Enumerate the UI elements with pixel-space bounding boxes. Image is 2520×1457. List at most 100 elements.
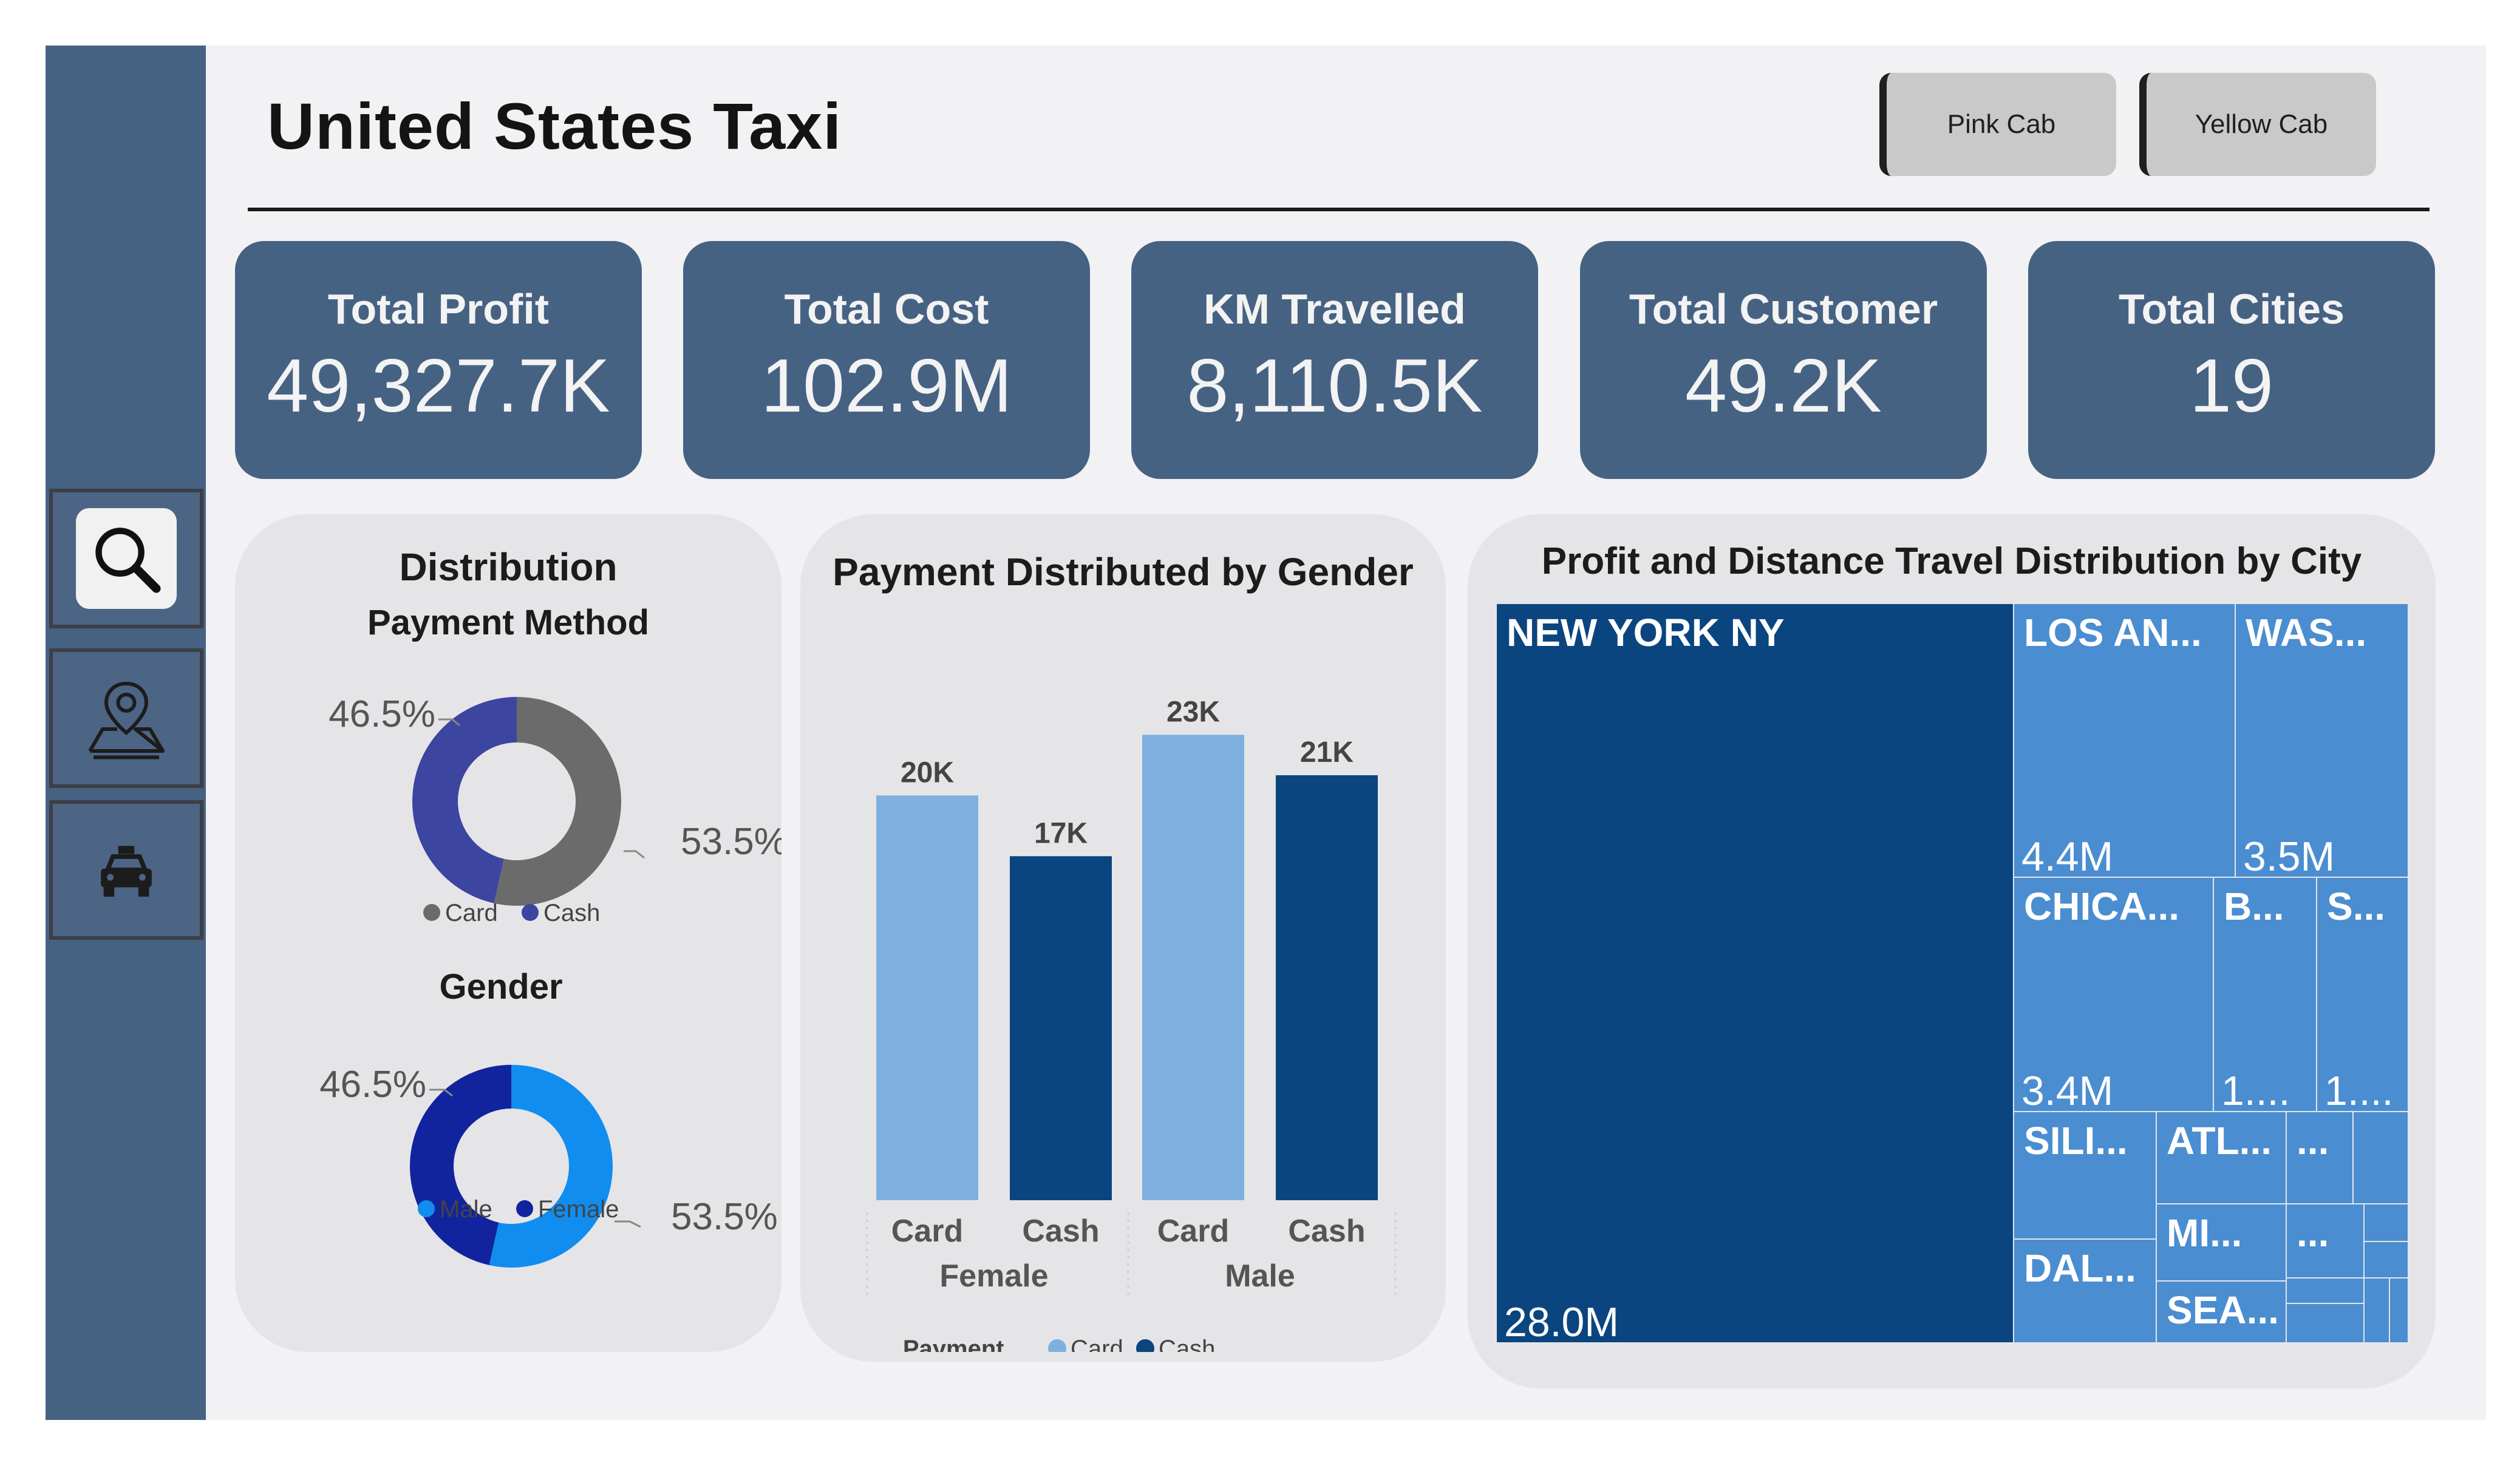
kpi-km-travelled: KM Travelled 8,110.5K: [1131, 241, 1538, 479]
kpi-value: 49.2K: [1684, 344, 1882, 428]
kpi-label: KM Travelled: [1204, 285, 1466, 333]
map-pin-icon: [88, 681, 165, 759]
leader-line: [615, 1220, 641, 1228]
x-group-label-male: Male: [1225, 1258, 1295, 1294]
sidebar-item-taxi[interactable]: [49, 800, 203, 940]
sidebar-item-search[interactable]: [49, 489, 203, 628]
treemap-tile-small[interactable]: [2390, 1279, 2408, 1342]
treemap-tile-small[interactable]: [2354, 1112, 2408, 1203]
leader-line: [624, 850, 645, 859]
treemap-tile-label: B...: [2224, 885, 2284, 928]
kpi-label: Total Cost: [784, 285, 989, 333]
legend-label-card: Card: [445, 900, 498, 926]
treemap-tile-label: SEA...: [2167, 1288, 2279, 1332]
treemap-tile-label: S...: [2327, 885, 2386, 928]
treemap-tile-label: ...: [2297, 1119, 2329, 1163]
treemap-tile-value: 28.0M: [1504, 1299, 1619, 1342]
donut-slice-card: [494, 697, 621, 906]
x-tick-label: Card: [891, 1214, 963, 1249]
donut-slice-female: [410, 1065, 511, 1265]
bar-male-card: [1142, 735, 1244, 1200]
sidebar: [46, 46, 206, 1420]
legend-label-female: Female: [538, 1196, 619, 1223]
legend-marker: [516, 1200, 533, 1217]
search-icon-box: [76, 508, 177, 609]
treemap-tile[interactable]: SEA...: [2157, 1282, 2286, 1342]
treemap-tile-small[interactable]: [2287, 1279, 2363, 1303]
treemap-tile-label: MI...: [2167, 1211, 2242, 1255]
legend-marker: [522, 904, 539, 921]
treemap-tile[interactable]: CHICA... 3.4M: [2014, 878, 2213, 1111]
x-tick-label: Cash: [1022, 1214, 1099, 1249]
yellow-cab-button[interactable]: Yellow Cab: [2139, 73, 2376, 176]
title-divider: [248, 208, 2430, 211]
gender-donut: 53.5% 46.5% Male Female: [319, 1064, 778, 1268]
kpi-value: 19: [2190, 344, 2273, 428]
treemap-tile-label: ATL...: [2167, 1119, 2272, 1163]
donut-data-label: 53.5%: [671, 1196, 778, 1238]
treemap-tile-label: NEW YORK NY: [1507, 611, 1785, 654]
pink-cab-button[interactable]: Pink Cab: [1879, 73, 2116, 176]
treemap-tile[interactable]: ...: [2287, 1112, 2352, 1203]
payment-method-donut: 53.5% 46.5% Card Cash: [329, 693, 782, 926]
treemap-tile-label: ...: [2297, 1211, 2329, 1255]
legend-marker: [1048, 1339, 1066, 1352]
kpi-label: Total Profit: [327, 285, 550, 333]
treemap-tile-label: LOS AN...: [2024, 611, 2202, 654]
treemap-tile[interactable]: WAS... 3.5M: [2236, 604, 2408, 877]
treemap-tile[interactable]: MI...: [2157, 1204, 2286, 1280]
treemap-tile-label: CHICA...: [2024, 885, 2179, 928]
legend-marker: [1136, 1339, 1154, 1352]
x-tick-label: Cash: [1288, 1214, 1365, 1249]
treemap-tile-small[interactable]: [2365, 1242, 2408, 1277]
gender-subtitle: Gender: [439, 967, 563, 1007]
payment-method-subtitle: Payment Method: [367, 603, 650, 642]
treemap-tile-label: SILI...: [2024, 1119, 2128, 1163]
kpi-label: Total Customer: [1629, 285, 1938, 333]
kpi-total-customer: Total Customer 49.2K: [1580, 241, 1987, 479]
legend-label-male: Male: [440, 1196, 492, 1223]
payment-gender-panel: Payment Distributed by Gender 20K Card 17K…: [800, 514, 1446, 1362]
kpi-total-profit: Total Profit 49,327.7K: [235, 241, 642, 479]
donut-data-label: 46.5%: [319, 1064, 426, 1105]
page-title: United States Taxi: [267, 89, 842, 163]
bar-data-label: 23K: [1166, 696, 1220, 728]
treemap-tile-label: WAS...: [2246, 611, 2367, 654]
kpi-label: Total Cities: [2118, 285, 2345, 333]
treemap-tile-label: DAL...: [2024, 1246, 2136, 1290]
x-tick-label: Card: [1157, 1214, 1229, 1249]
treemap-tile[interactable]: DAL...: [2014, 1240, 2156, 1342]
donut-slice-cash: [412, 697, 517, 903]
legend-marker: [423, 904, 440, 921]
treemap-tile[interactable]: B... 1....: [2214, 878, 2316, 1111]
treemap-tile-small[interactable]: [2365, 1279, 2389, 1342]
bar-male-cash: [1276, 775, 1378, 1200]
legend-label-cash: Cash: [543, 900, 600, 926]
legend-label-card: Card: [1071, 1336, 1123, 1352]
city-treemap: NEW YORK NY 28.0M LOS AN... 4.4M WAS... 3.5M C…: [1497, 604, 2408, 1342]
kpi-total-cities: Total Cities 19: [2028, 241, 2435, 479]
treemap-tile[interactable]: S... 1....: [2317, 878, 2408, 1111]
treemap-tile-value: 1....: [2324, 1068, 2394, 1111]
x-group-label-female: Female: [939, 1258, 1048, 1294]
search-icon: [95, 528, 161, 593]
treemap-tile[interactable]: ...: [2287, 1204, 2363, 1277]
payment-gender-title: Payment Distributed by Gender: [833, 550, 1414, 594]
treemap-tile-small[interactable]: [2365, 1204, 2408, 1241]
treemap-tile[interactable]: NEW YORK NY 28.0M: [1497, 604, 2013, 1342]
treemap-tile[interactable]: ATL...: [2157, 1112, 2286, 1203]
sidebar-item-map[interactable]: [49, 648, 203, 788]
treemap-tile[interactable]: LOS AN... 4.4M: [2014, 604, 2235, 877]
legend-marker: [418, 1200, 435, 1217]
treemap-tile[interactable]: SILI...: [2014, 1112, 2156, 1238]
treemap-tile-small[interactable]: [2287, 1304, 2363, 1342]
city-treemap-panel: Profit and Distance Travel Distribution …: [1468, 514, 2436, 1388]
bar-data-label: 20K: [901, 756, 954, 789]
kpi-value: 102.9M: [761, 344, 1012, 428]
kpi-value: 8,110.5K: [1187, 344, 1483, 428]
kpi-total-cost: Total Cost 102.9M: [683, 241, 1090, 479]
donut-data-label: 53.5%: [681, 821, 782, 863]
treemap-title: Profit and Distance Travel Distribution …: [1541, 540, 2362, 582]
bar-data-label: 21K: [1300, 736, 1354, 769]
legend-title: Payment_...: [903, 1336, 1038, 1352]
